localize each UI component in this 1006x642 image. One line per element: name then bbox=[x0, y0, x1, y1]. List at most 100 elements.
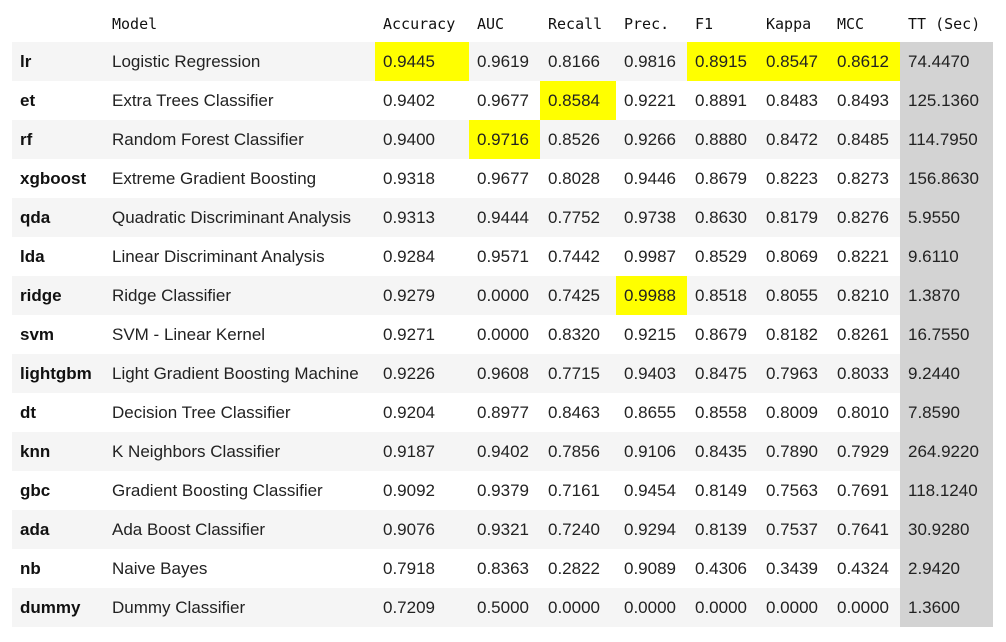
cell-recall: 0.7240 bbox=[540, 510, 616, 549]
cell-recall: 0.8320 bbox=[540, 315, 616, 354]
cell-mcc: 0.8493 bbox=[829, 81, 900, 120]
table-row: knn K Neighbors Classifier 0.9187 0.9402 0.7… bbox=[12, 432, 993, 471]
header-tt-sec: TT (Sec) bbox=[908, 15, 981, 33]
model-name: Dummy Classifier bbox=[104, 588, 375, 627]
row-id: qda bbox=[12, 198, 104, 237]
model-name: Random Forest Classifier bbox=[104, 120, 375, 159]
header-f1: F1 bbox=[695, 15, 714, 33]
cell-f1: 0.8630 bbox=[687, 198, 758, 237]
cell-auc: 0.9677 bbox=[469, 159, 540, 198]
header-accuracy: Accuracy bbox=[383, 15, 456, 33]
cell-recall: 0.8166 bbox=[540, 42, 616, 81]
table-row: lr Logistic Regression 0.9445 0.9619 0.8166 0… bbox=[12, 42, 993, 81]
model-name: Extra Trees Classifier bbox=[104, 81, 375, 120]
cell-recall: 0.7856 bbox=[540, 432, 616, 471]
model-name: Linear Discriminant Analysis bbox=[104, 237, 375, 276]
cell-f1: 0.8915 bbox=[687, 42, 758, 81]
cell-auc: 0.9619 bbox=[469, 42, 540, 81]
cell-tt-sec: 156.8630 bbox=[900, 159, 993, 198]
cell-tt-sec: 30.9280 bbox=[900, 510, 993, 549]
cell-f1: 0.8891 bbox=[687, 81, 758, 120]
cell-accuracy: 0.9092 bbox=[375, 471, 469, 510]
table-row: lda Linear Discriminant Analysis 0.9284 0.9… bbox=[12, 237, 993, 276]
cell-mcc: 0.8276 bbox=[829, 198, 900, 237]
cell-f1: 0.8679 bbox=[687, 159, 758, 198]
row-id: et bbox=[12, 81, 104, 120]
cell-tt-sec: 9.6110 bbox=[900, 237, 993, 276]
header-index bbox=[12, 6, 104, 42]
header-prec: Prec. bbox=[624, 15, 670, 33]
cell-accuracy: 0.9226 bbox=[375, 354, 469, 393]
cell-accuracy: 0.9271 bbox=[375, 315, 469, 354]
cell-tt-sec: 125.1360 bbox=[900, 81, 993, 120]
table-row: svm SVM - Linear Kernel 0.9271 0.0000 0.8320… bbox=[12, 315, 993, 354]
row-id: lr bbox=[12, 42, 104, 81]
cell-kappa: 0.8009 bbox=[758, 393, 829, 432]
cell-auc: 0.9321 bbox=[469, 510, 540, 549]
row-id: svm bbox=[12, 315, 104, 354]
cell-f1: 0.8529 bbox=[687, 237, 758, 276]
cell-prec: 0.0000 bbox=[616, 588, 687, 627]
cell-mcc: 0.8485 bbox=[829, 120, 900, 159]
row-id: gbc bbox=[12, 471, 104, 510]
cell-auc: 0.9716 bbox=[469, 120, 540, 159]
cell-kappa: 0.8472 bbox=[758, 120, 829, 159]
cell-prec: 0.9221 bbox=[616, 81, 687, 120]
row-id: knn bbox=[12, 432, 104, 471]
cell-auc: 0.9608 bbox=[469, 354, 540, 393]
cell-kappa: 0.8547 bbox=[758, 42, 829, 81]
cell-prec: 0.9738 bbox=[616, 198, 687, 237]
cell-mcc: 0.7929 bbox=[829, 432, 900, 471]
cell-recall: 0.0000 bbox=[540, 588, 616, 627]
model-name: SVM - Linear Kernel bbox=[104, 315, 375, 354]
cell-mcc: 0.4324 bbox=[829, 549, 900, 588]
cell-mcc: 0.8010 bbox=[829, 393, 900, 432]
cell-kappa: 0.8483 bbox=[758, 81, 829, 120]
cell-prec: 0.9215 bbox=[616, 315, 687, 354]
cell-kappa: 0.8179 bbox=[758, 198, 829, 237]
cell-prec: 0.9446 bbox=[616, 159, 687, 198]
cell-kappa: 0.7537 bbox=[758, 510, 829, 549]
cell-tt-sec: 74.4470 bbox=[900, 42, 993, 81]
cell-accuracy: 0.9313 bbox=[375, 198, 469, 237]
cell-accuracy: 0.7918 bbox=[375, 549, 469, 588]
model-name: Quadratic Discriminant Analysis bbox=[104, 198, 375, 237]
cell-mcc: 0.8210 bbox=[829, 276, 900, 315]
cell-f1: 0.8558 bbox=[687, 393, 758, 432]
cell-accuracy: 0.9204 bbox=[375, 393, 469, 432]
row-id: xgboost bbox=[12, 159, 104, 198]
model-name: Logistic Regression bbox=[104, 42, 375, 81]
cell-auc: 0.8363 bbox=[469, 549, 540, 588]
cell-tt-sec: 264.9220 bbox=[900, 432, 993, 471]
table-row: gbc Gradient Boosting Classifier 0.9092 0.9… bbox=[12, 471, 993, 510]
cell-prec: 0.9106 bbox=[616, 432, 687, 471]
cell-recall: 0.8028 bbox=[540, 159, 616, 198]
cell-tt-sec: 9.2440 bbox=[900, 354, 993, 393]
cell-prec: 0.8655 bbox=[616, 393, 687, 432]
cell-accuracy: 0.9279 bbox=[375, 276, 469, 315]
model-comparison-table: Model Accuracy AUC Recall Prec. F1 Kappa… bbox=[12, 6, 993, 627]
cell-auc: 0.9677 bbox=[469, 81, 540, 120]
cell-f1: 0.8139 bbox=[687, 510, 758, 549]
cell-mcc: 0.7691 bbox=[829, 471, 900, 510]
table-body: lr Logistic Regression 0.9445 0.9619 0.8166 0… bbox=[12, 42, 993, 627]
cell-kappa: 0.3439 bbox=[758, 549, 829, 588]
cell-f1: 0.8518 bbox=[687, 276, 758, 315]
cell-recall: 0.7752 bbox=[540, 198, 616, 237]
cell-accuracy: 0.9076 bbox=[375, 510, 469, 549]
model-name: K Neighbors Classifier bbox=[104, 432, 375, 471]
table-row: dt Decision Tree Classifier 0.9204 0.8977 0.… bbox=[12, 393, 993, 432]
cell-f1: 0.4306 bbox=[687, 549, 758, 588]
cell-tt-sec: 2.9420 bbox=[900, 549, 993, 588]
cell-kappa: 0.8069 bbox=[758, 237, 829, 276]
cell-prec: 0.9403 bbox=[616, 354, 687, 393]
cell-f1: 0.8880 bbox=[687, 120, 758, 159]
cell-kappa: 0.0000 bbox=[758, 588, 829, 627]
cell-accuracy: 0.9318 bbox=[375, 159, 469, 198]
model-name: Gradient Boosting Classifier bbox=[104, 471, 375, 510]
cell-accuracy: 0.9187 bbox=[375, 432, 469, 471]
model-name: Ada Boost Classifier bbox=[104, 510, 375, 549]
table-row: nb Naive Bayes 0.7918 0.8363 0.2822 0.9089 0.4… bbox=[12, 549, 993, 588]
cell-recall: 0.8463 bbox=[540, 393, 616, 432]
cell-accuracy: 0.9445 bbox=[375, 42, 469, 81]
